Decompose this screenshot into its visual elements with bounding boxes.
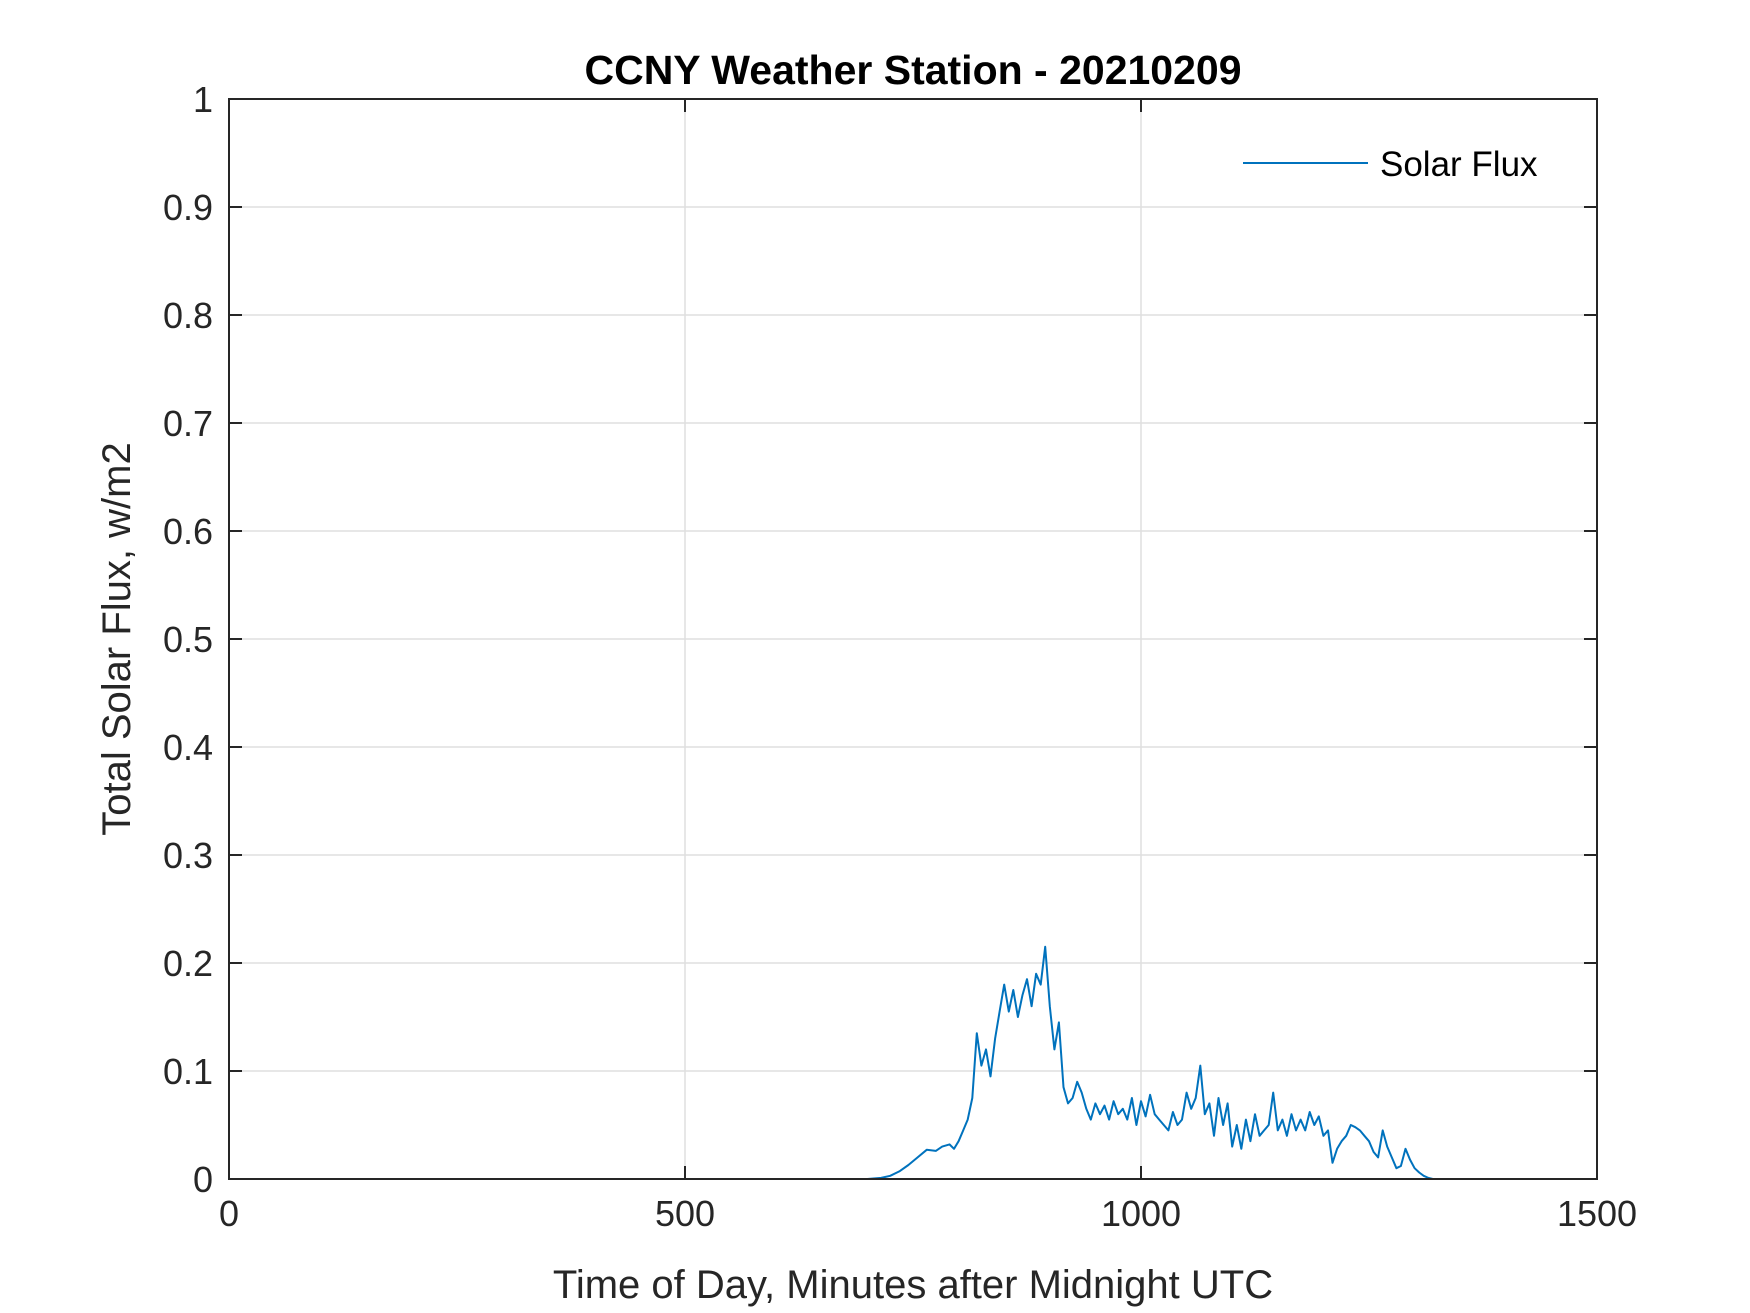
chart-title: CCNY Weather Station - 20210209 [584,47,1241,93]
y-tick-label: 0.7 [163,403,213,444]
y-tick-label: 1 [193,79,213,120]
series-layer [229,945,1547,1180]
grid-lines [229,99,1597,1179]
y-tick-label: 0.2 [163,943,213,984]
legend: Solar Flux [1243,145,1538,184]
y-tick-label: 0.5 [163,619,213,660]
y-tick-label: 0 [193,1159,213,1200]
y-tick-label: 0.8 [163,295,213,336]
x-axis-label: Time of Day, Minutes after Midnight UTC [553,1263,1273,1307]
solar-flux-line [229,945,1547,1180]
x-tick-label: 1000 [1101,1193,1181,1234]
x-tick-label: 500 [655,1193,715,1234]
y-tick-label: 0.6 [163,511,213,552]
y-tick-label: 0.3 [163,835,213,876]
plot-frame [228,98,1598,1180]
y-tick-label: 0.9 [163,187,213,228]
tick-labels: 0 500 1000 1500 0 0.1 0.2 0.3 0.4 0.5 0.6 0.7 0.8 0.9… [163,79,1637,1234]
legend-label: Solar Flux [1380,145,1538,184]
y-tick-label: 0.1 [163,1051,213,1092]
y-tick-label: 0.4 [163,727,213,768]
x-tick-label: 0 [219,1193,239,1234]
x-tick-label: 1500 [1557,1193,1637,1234]
y-axis-label: Total Solar Flux, w/m2 [95,442,139,835]
